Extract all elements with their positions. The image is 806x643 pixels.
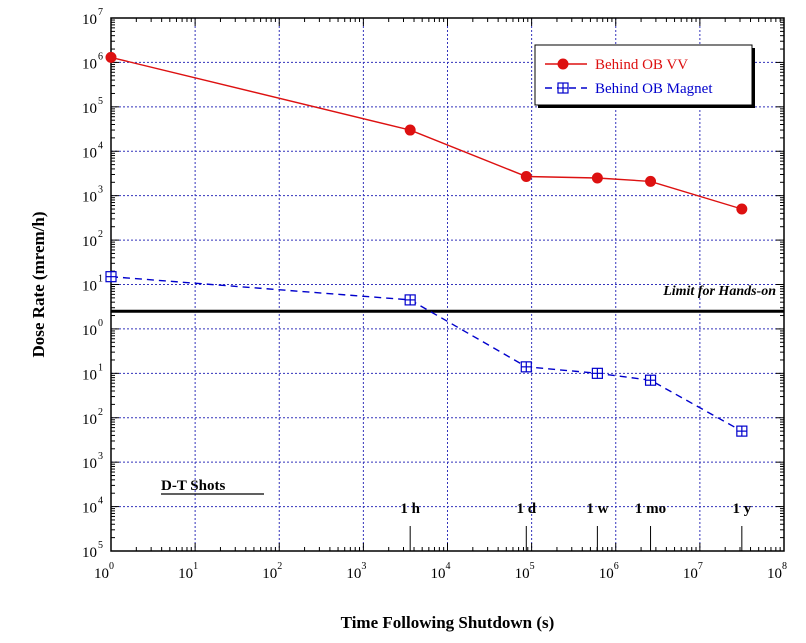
legend: Behind OB VV Behind OB Magnet: [534, 44, 755, 108]
y-tick-label-exponent: 4: [98, 496, 103, 507]
y-tick-label-exponent: 1: [98, 362, 103, 373]
y-tick-label-exponent: 2: [98, 229, 103, 240]
y-tick-label: 10: [82, 323, 97, 339]
x-tick-label-exponent: 7: [698, 561, 703, 572]
y-tick-label-exponent: 7: [98, 7, 103, 18]
data-point-series-0: [645, 175, 657, 187]
x-axis-title: Time Following Shutdown (s): [341, 613, 555, 632]
x-tick-label: 10: [515, 566, 530, 582]
tick-layer: [110, 17, 785, 552]
x-tick-label: 10: [346, 566, 361, 582]
data-point-series-0: [736, 203, 748, 215]
x-tick-label: 10: [262, 566, 277, 582]
series-layer: [105, 51, 748, 437]
axis-text-layer: 10 0 10 1 10 2 10 3 10 4 10 5 10 6 10 7 10 810 510 410 310 21…: [29, 7, 787, 632]
x-tick-label-exponent: 8: [782, 561, 787, 572]
series-line-0: [110, 56, 743, 210]
x-tick-label: 10: [683, 566, 698, 582]
x-tick-label-exponent: 5: [530, 561, 535, 572]
y-tick-label: 10: [82, 279, 97, 295]
time-marker-label: 1 w: [586, 501, 608, 517]
y-tick-label: 10: [82, 101, 97, 117]
data-point-series-0: [520, 171, 532, 183]
series-line-1: [110, 276, 743, 432]
x-tick-label-exponent: 1: [193, 561, 198, 572]
x-tick-label-exponent: 4: [446, 561, 451, 572]
time-marker-label: 1 d: [516, 501, 536, 517]
time-marker-label: 1 y: [732, 501, 751, 517]
y-tick-label-exponent: 6: [98, 51, 103, 62]
y-tick-label: 10: [82, 145, 97, 161]
y-tick-label-exponent: 1: [98, 274, 103, 285]
x-tick-label: 10: [94, 566, 109, 582]
x-tick-label-exponent: 0: [109, 561, 114, 572]
legend-marker-0: [557, 58, 569, 70]
time-marker-label: 1 mo: [635, 501, 666, 517]
time-marker-label: 1 h: [400, 501, 420, 517]
y-tick-label: 10: [82, 412, 97, 428]
data-point-series-1: [736, 425, 748, 437]
legend-label-0: Behind OB VV: [595, 57, 688, 73]
legend-label-1: Behind OB Magnet: [595, 81, 713, 97]
y-tick-label-exponent: 2: [98, 407, 103, 418]
x-tick-label: 10: [767, 566, 782, 582]
x-tick-label: 10: [599, 566, 614, 582]
y-tick-label: 10: [82, 367, 97, 383]
data-point-series-0: [591, 172, 603, 184]
x-tick-label: 10: [431, 566, 446, 582]
y-axis-title: Dose Rate (mrem/h): [29, 211, 48, 357]
data-point-series-0: [105, 51, 117, 63]
y-tick-label: 10: [82, 234, 97, 250]
data-point-series-1: [644, 374, 657, 386]
data-point-series-1: [520, 361, 532, 373]
y-tick-label-exponent: 3: [98, 451, 103, 462]
data-point-series-1: [105, 271, 117, 283]
data-point-series-1: [404, 294, 416, 306]
y-tick-label: 10: [82, 12, 97, 28]
reference-layer: Limit for Hands-on: [111, 284, 784, 313]
y-tick-label-exponent: 5: [98, 540, 103, 551]
data-point-series-0: [404, 124, 416, 136]
legend-box: [534, 44, 753, 106]
y-tick-label-exponent: 4: [98, 140, 103, 151]
y-tick-label-exponent: 5: [98, 96, 103, 107]
y-tick-label: 10: [82, 545, 97, 561]
x-tick-label-exponent: 2: [277, 561, 282, 572]
y-tick-label: 10: [82, 456, 97, 472]
x-tick-label: 10: [178, 566, 193, 582]
y-tick-label-exponent: 0: [98, 318, 103, 329]
time-marker-layer: 1 h 1 d 1 w 1 mo 1 y D-T Shots: [161, 478, 752, 551]
y-tick-label: 10: [82, 501, 97, 517]
legend-marker-1: [557, 82, 569, 94]
x-tick-label-exponent: 3: [361, 561, 366, 572]
y-tick-label-exponent: 3: [98, 185, 103, 196]
dt-shots-label: D-T Shots: [161, 478, 225, 494]
data-point-series-1: [591, 367, 603, 379]
y-tick-label: 10: [82, 190, 97, 206]
hands-on-limit-label: Limit for Hands-on: [662, 284, 776, 299]
y-tick-label: 10: [82, 56, 97, 72]
x-tick-label-exponent: 6: [614, 561, 619, 572]
